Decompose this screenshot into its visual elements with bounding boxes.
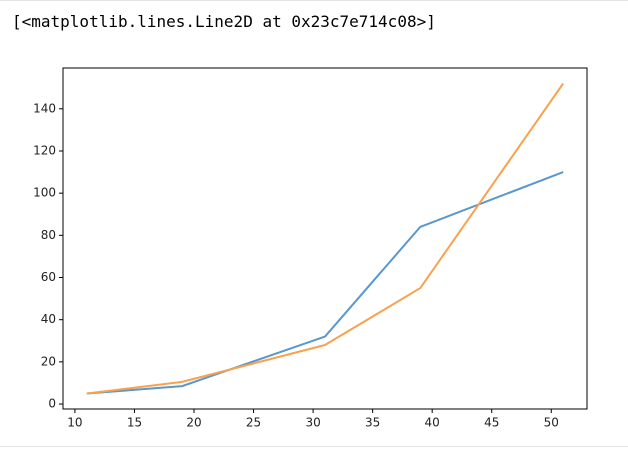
y-tick-label: 0: [48, 397, 56, 411]
x-tick-label: 35: [365, 416, 380, 430]
x-tick-label: 30: [305, 416, 320, 430]
series-line: [86, 171, 564, 395]
x-tick-label: 20: [186, 416, 201, 430]
x-tick-label: 10: [67, 416, 82, 430]
y-tick-label: 80: [41, 228, 56, 242]
y-tick-label: 120: [33, 143, 56, 157]
y-tick-label: 140: [33, 101, 56, 115]
x-tick-label: 15: [127, 416, 142, 430]
y-tick-label: 40: [41, 312, 56, 326]
series-line: [86, 82, 565, 395]
plot-frame: [62, 67, 588, 410]
y-tick-label: 100: [33, 186, 56, 200]
x-tick-label: 25: [246, 416, 261, 430]
x-tick-label: 50: [544, 416, 559, 430]
output-text: [<matplotlib.lines.Line2D at 0x23c7e714c…: [12, 12, 436, 31]
cell-border: [0, 0, 628, 1]
x-tick-label: 45: [484, 416, 499, 430]
y-tick-label: 20: [41, 354, 56, 368]
x-tick-label: 40: [425, 416, 440, 430]
y-tick-label: 60: [41, 270, 56, 284]
cell-border: [0, 446, 628, 447]
